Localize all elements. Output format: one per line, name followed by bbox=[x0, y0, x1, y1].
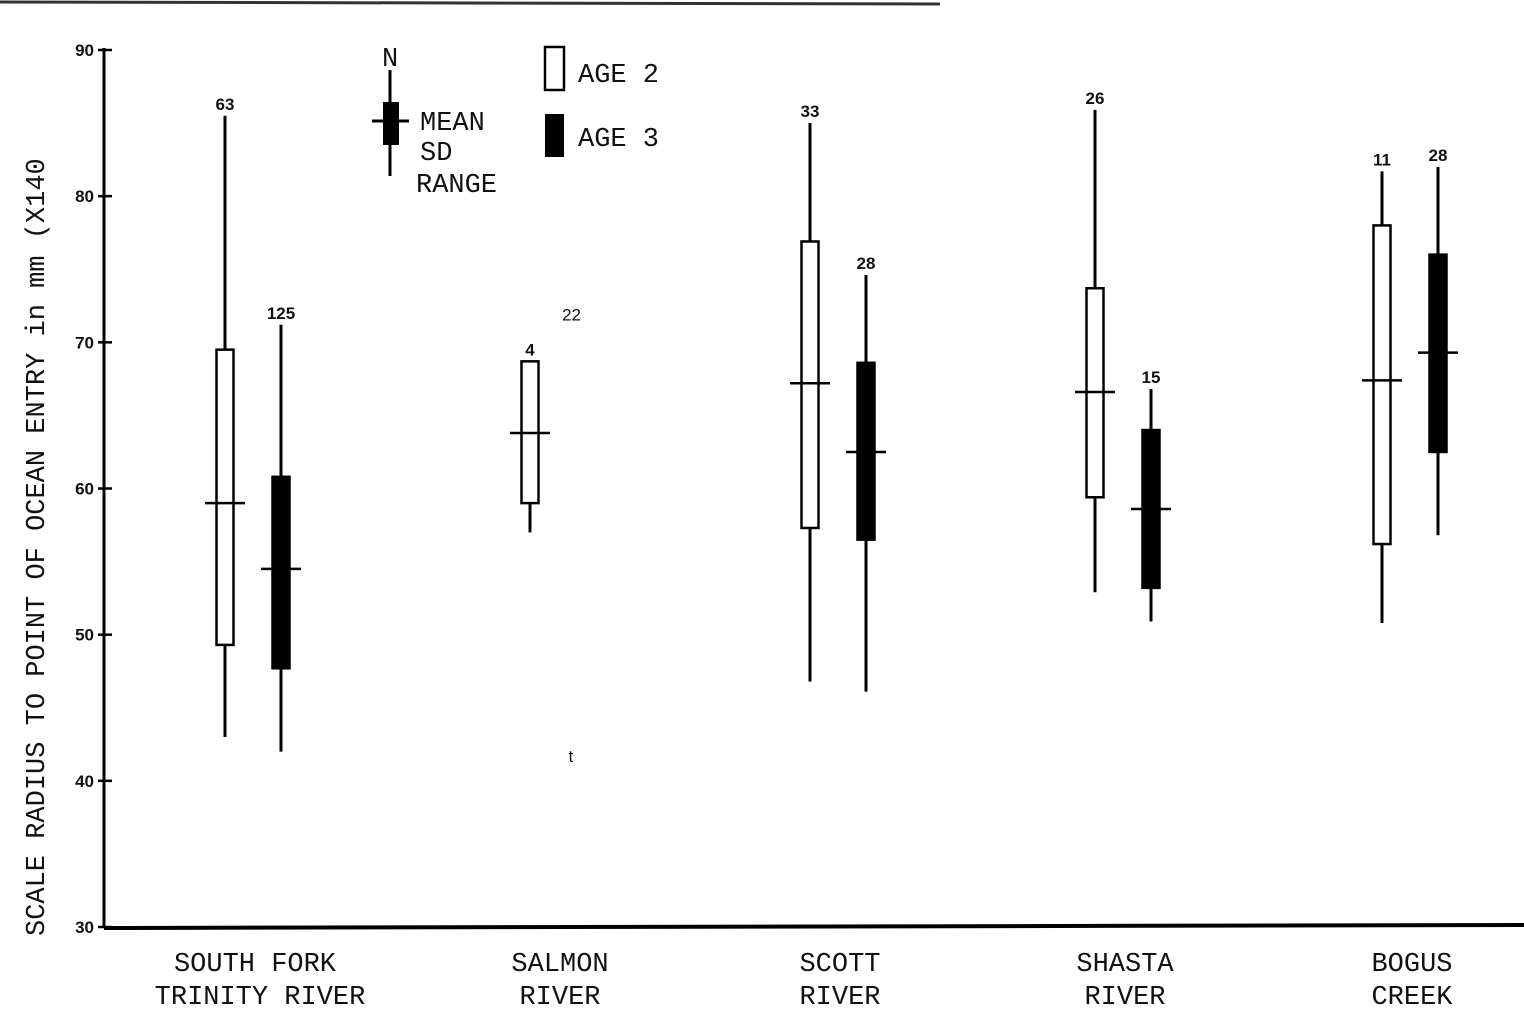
annotation-text: t bbox=[569, 747, 574, 766]
box-age2-4 bbox=[1362, 171, 1402, 623]
category-label-line1: SHASTA bbox=[1076, 950, 1174, 980]
n-label: 33 bbox=[801, 102, 820, 121]
box-marks bbox=[205, 109, 1458, 752]
box-age2-3 bbox=[1075, 109, 1115, 593]
category-label-line2: CREEK bbox=[1371, 983, 1453, 1013]
box-age3-3 bbox=[1131, 389, 1171, 622]
box-age3-4 bbox=[1418, 166, 1458, 536]
annotations: 22 t bbox=[562, 305, 581, 765]
y-axis-title: SCALE RADIUS TO POINT OF OCEAN ENTRY in … bbox=[23, 158, 53, 936]
sd-box bbox=[1372, 224, 1392, 546]
scan-edge-artifact bbox=[0, 0, 941, 6]
legend: N MEAN SD RANGE AGE 2 AGE 3 bbox=[372, 45, 659, 201]
x-axis bbox=[103, 923, 1524, 930]
legend-age3: AGE 3 bbox=[545, 114, 659, 157]
y-tick-label: 60 bbox=[75, 480, 94, 499]
legend-age2-swatch bbox=[543, 45, 566, 92]
legend-age3-label: AGE 3 bbox=[578, 125, 659, 155]
legend-age3-swatch bbox=[545, 114, 564, 157]
category-label-line1: BOGUS bbox=[1371, 950, 1452, 980]
legend-key-sd-box bbox=[383, 102, 399, 145]
n-label: 125 bbox=[267, 304, 295, 323]
category-label-line2: RIVER bbox=[519, 983, 600, 1013]
n-label: 4 bbox=[525, 340, 535, 359]
legend-age2-label: AGE 2 bbox=[578, 61, 659, 91]
y-tick-label: 40 bbox=[75, 772, 94, 791]
legend-key-mean-label: MEAN bbox=[420, 109, 485, 139]
y-tick-label: 30 bbox=[75, 918, 94, 937]
n-label: 63 bbox=[216, 95, 235, 114]
category-label-line2: RIVER bbox=[799, 983, 880, 1013]
sd-box bbox=[271, 475, 291, 670]
box-age2-0 bbox=[205, 115, 245, 737]
category-label-line1: SOUTH FORK bbox=[174, 950, 337, 980]
category-label-line2: RIVER bbox=[1084, 983, 1165, 1013]
sd-box bbox=[800, 240, 820, 530]
box-age2-2 bbox=[790, 123, 830, 682]
y-tick-label: 90 bbox=[75, 41, 94, 60]
box-age2-1 bbox=[510, 360, 550, 533]
y-tick-label: 70 bbox=[75, 333, 94, 352]
legend-key-sd-label: SD bbox=[420, 139, 452, 169]
legend-age2: AGE 2 bbox=[543, 45, 659, 92]
box-age3-2 bbox=[846, 275, 886, 692]
n-label: 11 bbox=[1373, 150, 1391, 169]
sd-box bbox=[215, 348, 235, 647]
legend-key-range-label: RANGE bbox=[416, 171, 497, 201]
n-label: 28 bbox=[857, 254, 876, 273]
legend-n-label: N bbox=[382, 45, 398, 75]
n-label: 15 bbox=[1142, 368, 1161, 387]
annotation-text: 22 bbox=[562, 305, 581, 324]
n-labels: 63 4 33 26 11 125 28 15 28 bbox=[216, 89, 1448, 387]
y-ticks: 30 40 50 60 70 80 90 bbox=[75, 41, 112, 937]
y-tick-label: 50 bbox=[75, 626, 94, 645]
category-label-line1: SALMON bbox=[511, 950, 608, 980]
category-label-line1: SCOTT bbox=[799, 950, 880, 980]
n-label: 28 bbox=[1429, 146, 1448, 165]
box-age3-0 bbox=[261, 324, 301, 752]
y-tick-label: 80 bbox=[75, 187, 94, 206]
category-label-line2: TRINITY RIVER bbox=[155, 983, 366, 1013]
legend-key: N MEAN SD RANGE bbox=[372, 45, 497, 201]
n-label: 26 bbox=[1086, 89, 1105, 108]
